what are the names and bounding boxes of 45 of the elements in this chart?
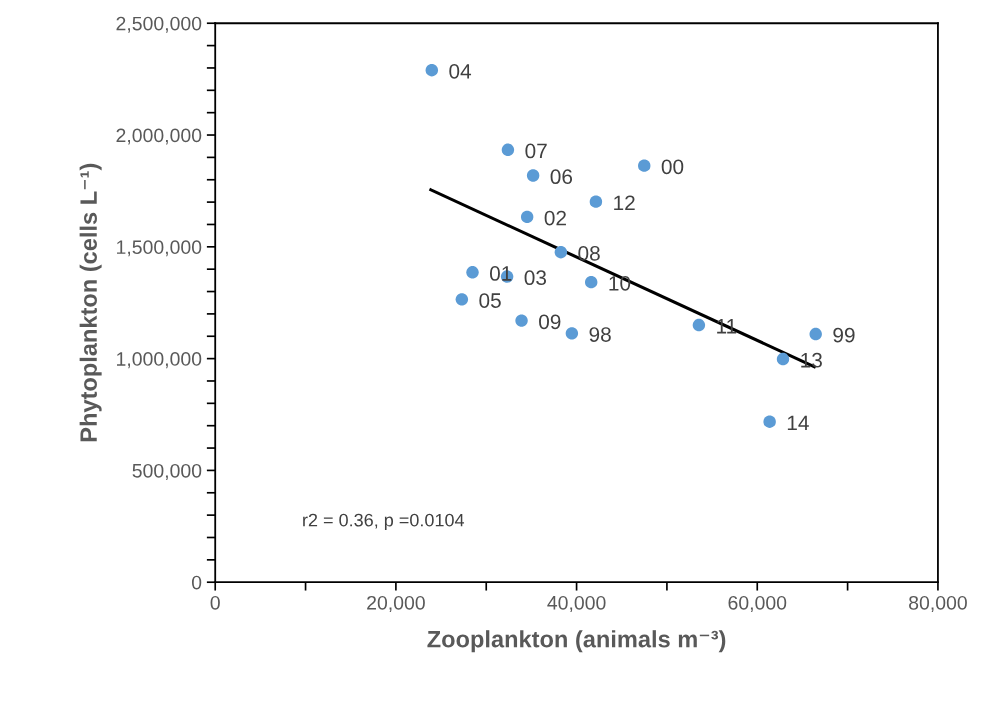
point <box>526 169 540 182</box>
annotation: r2 = 0.36, p =0.0104 <box>303 513 465 531</box>
y-tick-label: 2,000,000 <box>116 128 202 145</box>
point <box>809 327 822 341</box>
annotation: 09 <box>539 314 561 330</box>
point <box>589 195 603 208</box>
x-tick-label: 0 <box>210 595 220 610</box>
point <box>585 275 598 289</box>
y-tick-label: 1,500,000 <box>117 240 202 257</box>
point <box>455 293 469 306</box>
x-axis-title: Zooplankton (animals m⁻³) <box>427 630 726 653</box>
annotation: 14 <box>787 415 809 430</box>
y-tick-label: 2,500,000 <box>116 16 202 33</box>
annotation: 02 <box>544 210 566 226</box>
annotation: 00 <box>661 159 684 175</box>
point <box>520 210 534 224</box>
x-tick-label: 60,000 <box>728 595 787 612</box>
point <box>565 327 579 340</box>
y-tick-label: 1,000,000 <box>117 352 202 369</box>
annotation: 99 <box>833 327 855 343</box>
annotation: 10 <box>609 275 631 291</box>
point <box>776 352 790 366</box>
annotation: 06 <box>550 169 573 185</box>
x-tick-label: 20,000 <box>367 595 425 612</box>
point <box>425 63 439 77</box>
annotation: 05 <box>479 293 501 308</box>
point <box>515 314 528 327</box>
x-tick-label: 40,000 <box>547 595 606 612</box>
point <box>763 415 776 428</box>
x-tick-label: 80,000 <box>909 595 967 612</box>
point <box>466 266 479 279</box>
point <box>692 318 706 332</box>
annotation: 03 <box>524 270 547 286</box>
y-tick-label: 0 <box>191 575 202 590</box>
annotation: 07 <box>525 143 547 159</box>
annotation: 08 <box>578 245 600 261</box>
annotation: 98 <box>589 327 611 342</box>
point <box>554 245 568 259</box>
y-axis-title: Phytoplankton (cells L⁻¹) <box>79 163 102 442</box>
annotation: 13 <box>801 352 822 368</box>
point <box>638 159 651 172</box>
annotation: 12 <box>614 195 635 210</box>
y-tick-label: 500,000 <box>132 463 202 480</box>
annotation: 04 <box>449 63 472 79</box>
point <box>501 143 515 156</box>
